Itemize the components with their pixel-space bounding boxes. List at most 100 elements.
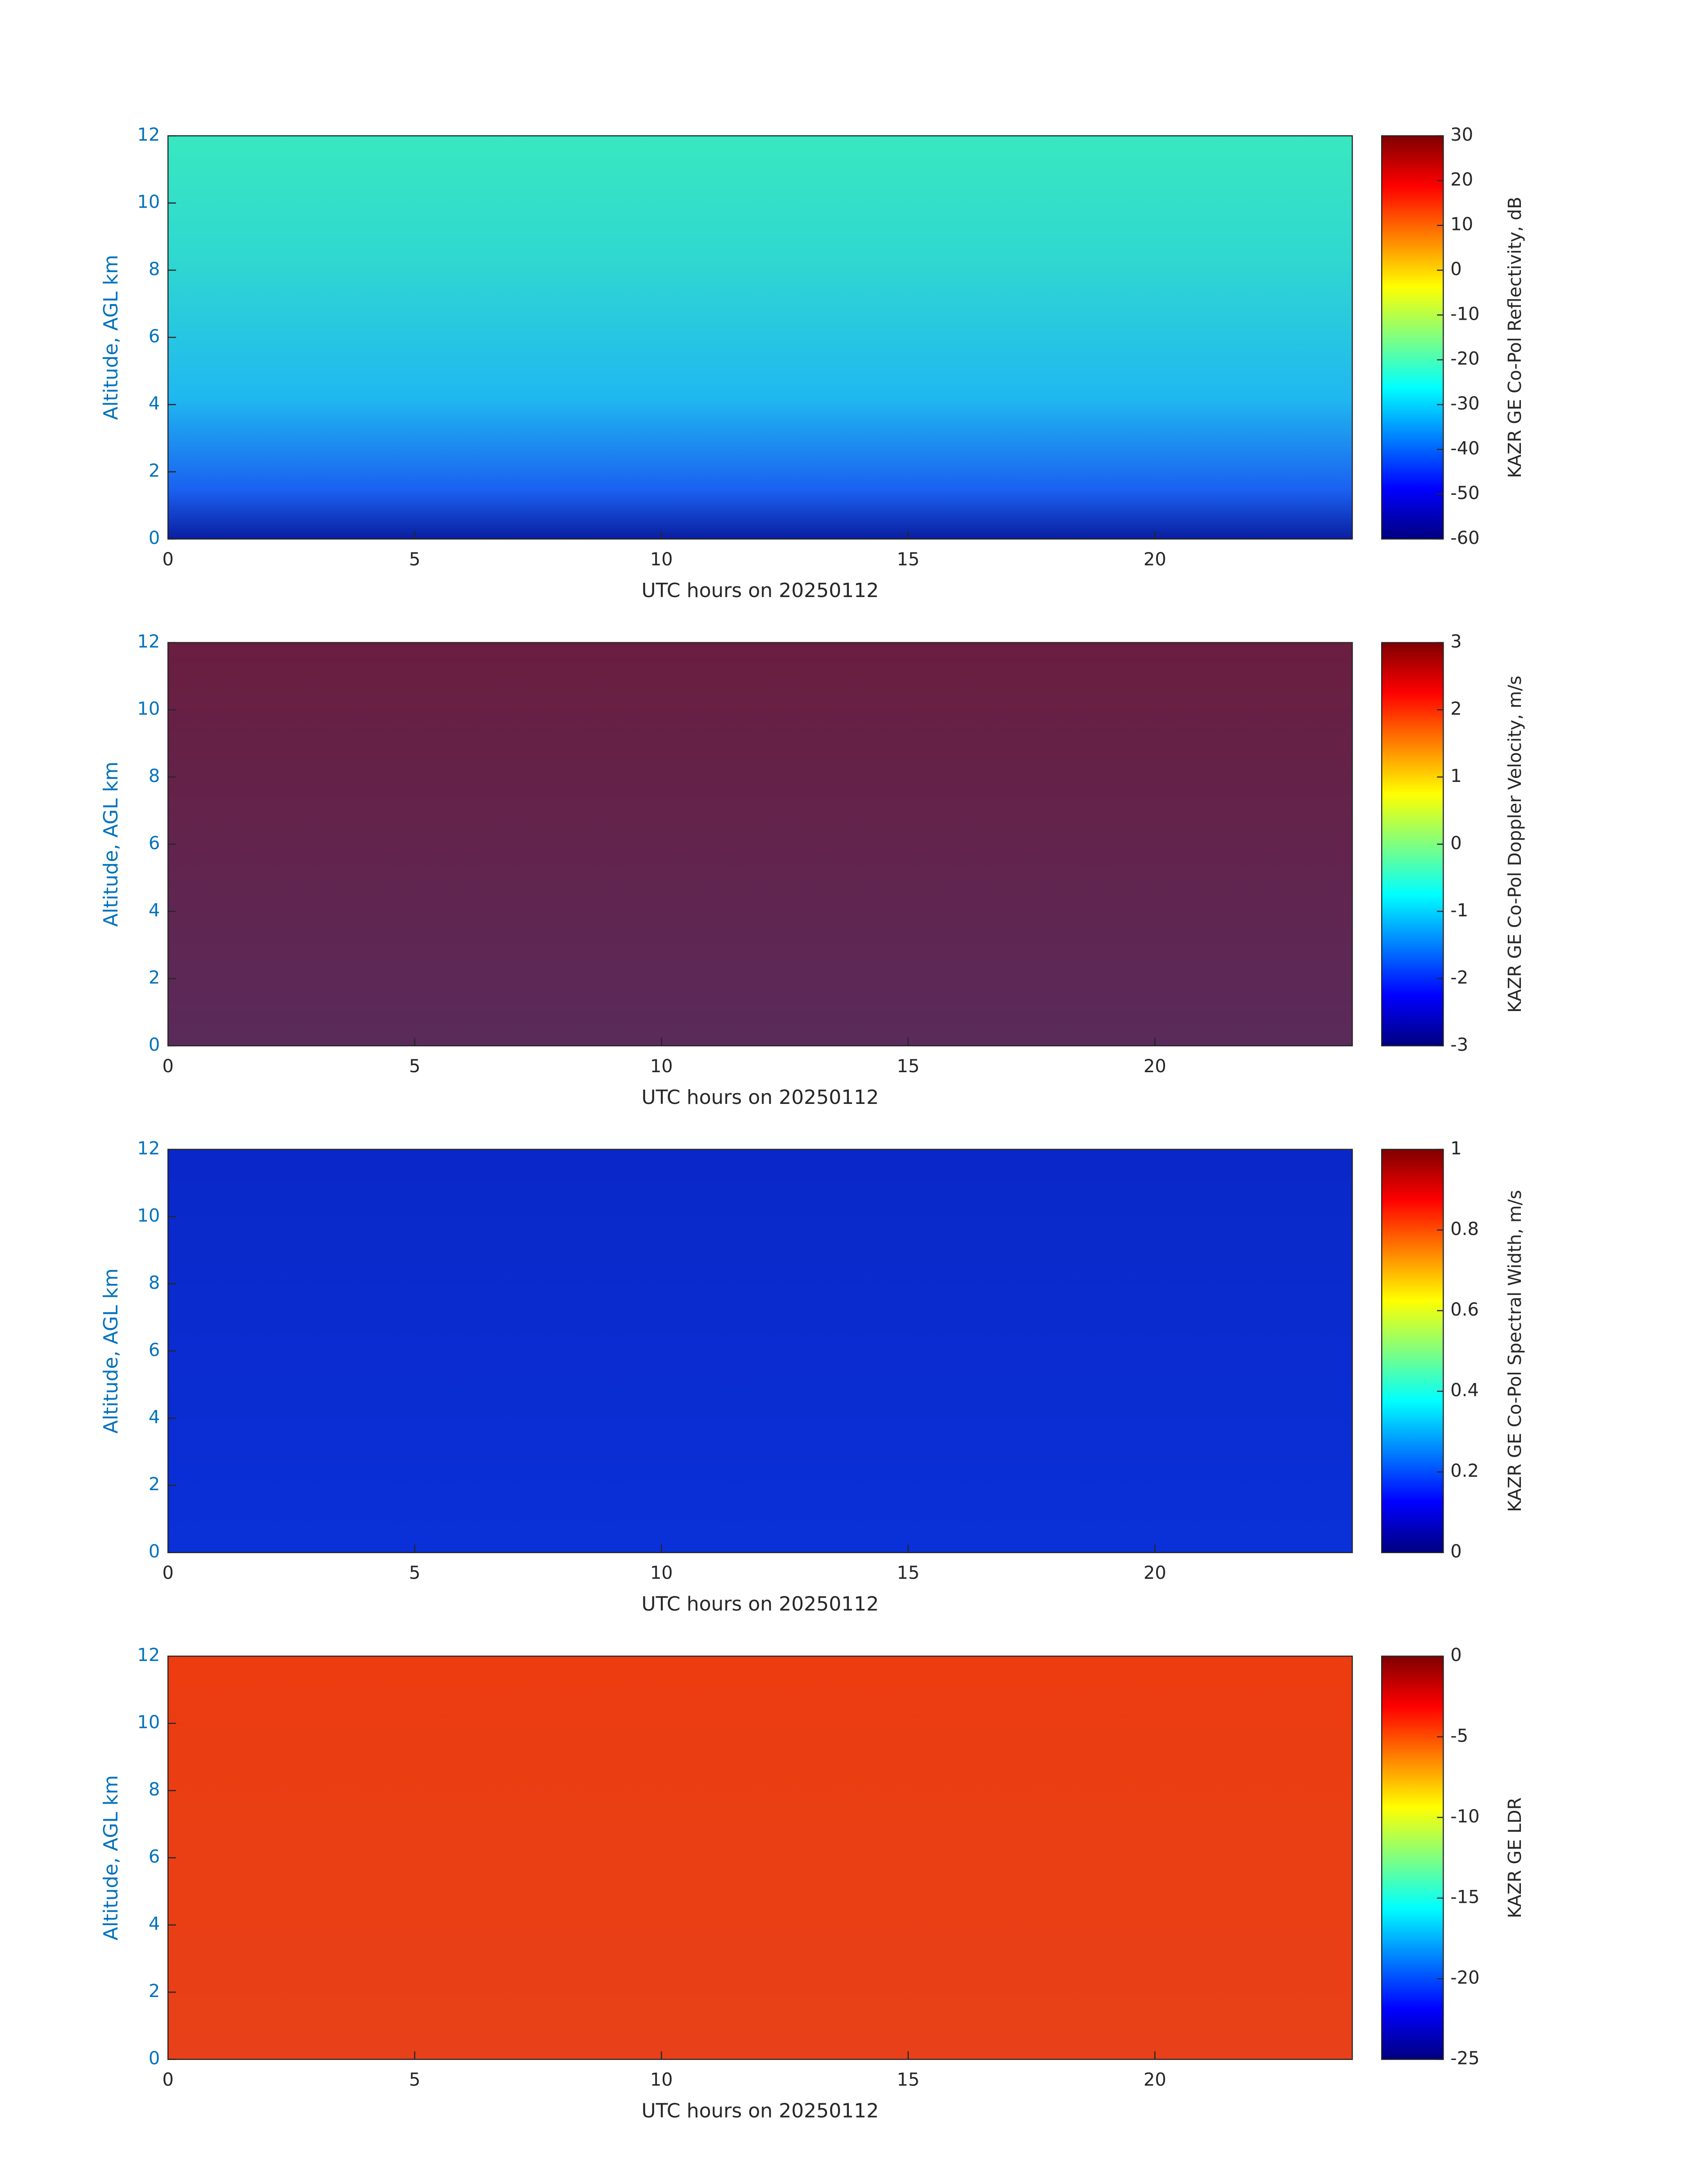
colorbar-tick-label: 0.8: [1450, 1219, 1479, 1239]
colorbar-tick-label: -20: [1450, 1968, 1479, 1988]
colorbar-tick-label: -10: [1450, 304, 1479, 324]
x-tick-label: 10: [650, 2070, 673, 2090]
colorbar-label: KAZR GE LDR: [1505, 1797, 1525, 1918]
x-tick-label: 15: [897, 1563, 919, 1584]
x-tick-label: 10: [650, 1563, 673, 1584]
x-tick-label: 20: [1144, 2070, 1166, 2090]
y-tick-label: 6: [149, 833, 160, 853]
colorbar-tick-label: 0.2: [1450, 1461, 1479, 1481]
heatmap-image: [168, 136, 1353, 539]
colorbar-tick-label: 0.6: [1450, 1300, 1479, 1320]
y-axis-label: Altitude, AGL km: [100, 761, 122, 927]
y-tick-label: 12: [137, 631, 160, 652]
x-axis-label: UTC hours on 20250112: [641, 2100, 879, 2123]
y-tick-label: 6: [149, 326, 160, 347]
colorbar-tick-label: -5: [1450, 1726, 1468, 1746]
y-tick-label: 0: [149, 1035, 160, 1055]
colorbar-tick-label: -20: [1450, 349, 1479, 369]
x-tick-label: 15: [897, 2070, 919, 2090]
x-tick-label: 10: [650, 1056, 673, 1077]
x-tick-label: 0: [162, 2070, 173, 2090]
x-axis-label: UTC hours on 20250112: [641, 1593, 879, 1616]
colorbar-frame: [1381, 135, 1444, 540]
y-tick-label: 8: [149, 1273, 160, 1293]
x-tick-label: 15: [897, 549, 919, 570]
y-tick-label: 12: [137, 1645, 160, 1666]
colorbar-tick-label: -10: [1450, 1806, 1479, 1827]
y-tick-label: 10: [137, 192, 160, 213]
y-tick-label: 4: [149, 1914, 160, 1935]
colorbar-tick-label: -30: [1450, 393, 1479, 414]
colorbar-tick-label: -2: [1450, 967, 1468, 988]
y-tick-label: 2: [149, 1981, 160, 2002]
colorbar-tick-label: 20: [1450, 169, 1473, 190]
x-tick-label: 10: [650, 549, 673, 570]
colorbar-frame: [1381, 1655, 1444, 2060]
colorbar-tick-label: 10: [1450, 214, 1473, 235]
colorbar: [1382, 1149, 1444, 1553]
y-tick-label: 2: [149, 460, 160, 481]
y-tick-label: 8: [149, 766, 160, 786]
colorbar-tick-label: -1: [1450, 900, 1468, 921]
colorbar-frame: [1381, 1149, 1444, 1553]
y-tick-label: 2: [149, 967, 160, 988]
heatmap-image: [168, 642, 1353, 1046]
y-tick-label: 4: [149, 393, 160, 414]
colorbar: [1382, 642, 1444, 1046]
y-tick-label: 8: [149, 1780, 160, 1800]
colorbar-label: KAZR GE Co-Pol Doppler Velocity, m/s: [1505, 676, 1525, 1013]
x-tick-label: 0: [162, 1056, 173, 1077]
colorbar-tick-label: 2: [1450, 698, 1462, 719]
x-tick-label: 0: [162, 1563, 173, 1584]
colorbar-tick-label: 30: [1450, 125, 1473, 145]
y-axis-label: Altitude, AGL km: [100, 1775, 122, 1940]
colorbar-tick-label: 0: [1450, 1645, 1462, 1666]
heatmap-image: [168, 1656, 1353, 2060]
colorbar-tick-label: 0.4: [1450, 1380, 1479, 1401]
x-tick-label: 20: [1144, 549, 1166, 570]
y-tick-label: 12: [137, 1138, 160, 1159]
colorbar: [1382, 1656, 1444, 2060]
y-tick-label: 4: [149, 1407, 160, 1428]
x-tick-label: 5: [409, 549, 420, 570]
colorbar-tick-label: 1: [1450, 1138, 1462, 1159]
colorbar-label: KAZR GE Co-Pol Reflectivity, dB: [1505, 197, 1525, 478]
y-tick-label: 10: [137, 698, 160, 719]
colorbar-tick-label: -25: [1450, 2048, 1479, 2069]
colorbar-tick-label: 0: [1450, 259, 1462, 280]
y-tick-label: 4: [149, 900, 160, 921]
colorbar-tick-label: -3: [1450, 1035, 1468, 1055]
colorbar-tick-label: -60: [1450, 528, 1479, 548]
heatmap-image: [168, 1149, 1353, 1553]
y-tick-label: 0: [149, 2048, 160, 2069]
x-axis-label: UTC hours on 20250112: [641, 579, 879, 602]
colorbar-tick-label: 1: [1450, 766, 1462, 786]
y-tick-label: 8: [149, 259, 160, 280]
x-tick-label: 5: [409, 1563, 420, 1584]
y-tick-label: 0: [149, 528, 160, 548]
x-tick-label: 20: [1144, 1563, 1166, 1584]
colorbar-tick-label: -50: [1450, 483, 1479, 504]
y-tick-label: 6: [149, 1340, 160, 1360]
x-axis-label: UTC hours on 20250112: [641, 1086, 879, 1109]
y-axis-label: Altitude, AGL km: [100, 255, 122, 420]
colorbar-tick-label: -15: [1450, 1887, 1479, 1907]
y-tick-label: 2: [149, 1474, 160, 1495]
colorbar-label: KAZR GE Co-Pol Spectral Width, m/s: [1505, 1190, 1525, 1512]
x-tick-label: 5: [409, 2070, 420, 2090]
x-tick-label: 0: [162, 549, 173, 570]
y-tick-label: 6: [149, 1847, 160, 1867]
y-tick-label: 10: [137, 1712, 160, 1733]
colorbar-tick-label: 0: [1450, 1542, 1462, 1562]
y-axis-label: Altitude, AGL km: [100, 1268, 122, 1433]
y-tick-label: 0: [149, 1542, 160, 1562]
colorbar-tick-label: 0: [1450, 833, 1462, 853]
colorbar-tick-label: -40: [1450, 438, 1479, 459]
colorbar: [1382, 136, 1444, 539]
x-tick-label: 5: [409, 1056, 420, 1077]
colorbar-tick-label: 3: [1450, 631, 1462, 652]
y-tick-label: 12: [137, 125, 160, 145]
x-tick-label: 15: [897, 1056, 919, 1077]
